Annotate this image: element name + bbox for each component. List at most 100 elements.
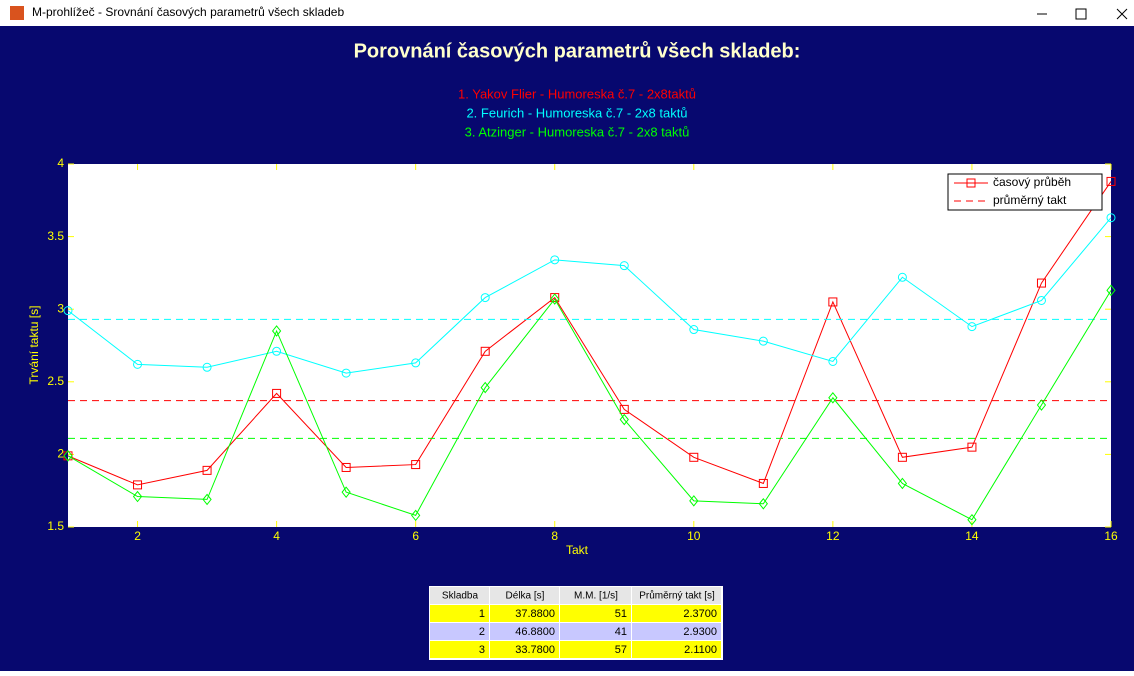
header-cell xyxy=(632,587,721,604)
table-cell xyxy=(430,641,489,658)
marker xyxy=(411,460,421,470)
marker xyxy=(202,362,212,372)
marker xyxy=(1106,213,1116,223)
y-axis-label: Trvání taktu [s] xyxy=(27,306,41,385)
table-cell xyxy=(490,641,559,658)
marker xyxy=(341,462,351,472)
x-tick-label: 10 xyxy=(687,529,701,543)
marker xyxy=(202,493,212,506)
marker xyxy=(341,368,351,378)
marker xyxy=(341,486,351,498)
cell-text: 46.8800 xyxy=(515,626,555,638)
marker xyxy=(132,490,143,503)
cell-text: 51 xyxy=(615,608,627,620)
y-tick-label: 3 xyxy=(57,301,64,315)
x-tick-label: 12 xyxy=(826,529,840,543)
app-icon xyxy=(10,6,24,20)
marker xyxy=(133,359,143,369)
marker xyxy=(689,325,699,335)
chart: 1.5 2 2.5 3 3.5 4 2 4 6 8 10 12 14 16 časový průběh prů… xyxy=(47,156,1118,543)
cell-text: 57 xyxy=(615,644,627,656)
table-cell xyxy=(632,605,721,622)
x-tick-label: 8 xyxy=(551,529,558,543)
marker xyxy=(272,388,282,398)
y-tick-label: 1.5 xyxy=(47,519,64,533)
table-cell xyxy=(490,605,559,622)
table-cell xyxy=(560,641,631,658)
series-name: 1. Yakov Flier - Humoreska č.7 - 2x8takt… xyxy=(458,86,696,101)
series-line xyxy=(67,217,1112,374)
column-header: Průměrný takt [s] xyxy=(639,590,715,602)
table-cell xyxy=(430,605,489,622)
x-tick-label: 4 xyxy=(273,529,280,543)
marker xyxy=(272,346,282,356)
column-header: M.M. [1/s] xyxy=(574,591,618,602)
table-cell xyxy=(490,623,559,640)
marker xyxy=(411,509,421,522)
marker xyxy=(63,306,73,316)
x-tick-label: 14 xyxy=(965,529,979,543)
header-cell xyxy=(490,587,559,604)
table-cell xyxy=(560,605,631,622)
marker xyxy=(897,272,907,282)
marker xyxy=(480,293,490,303)
series-line xyxy=(67,181,1112,486)
marker xyxy=(133,480,143,490)
marker xyxy=(758,336,768,346)
y-tick-label: 2.5 xyxy=(47,374,64,388)
marker xyxy=(480,381,490,394)
marker xyxy=(828,356,838,366)
maximize-button[interactable] xyxy=(1075,8,1087,20)
marker xyxy=(689,495,699,507)
table-cell xyxy=(632,641,721,658)
cell-text: 2 xyxy=(479,626,485,638)
marker xyxy=(271,325,282,337)
marker xyxy=(619,404,629,414)
marker xyxy=(411,358,421,368)
marker xyxy=(966,178,976,188)
x-axis-label: Takt xyxy=(566,543,589,557)
cell-text: 2.9300 xyxy=(683,626,717,638)
marker xyxy=(828,391,838,404)
legend-box xyxy=(947,173,1103,211)
close-button[interactable] xyxy=(1116,8,1128,20)
cell-text: 33.7800 xyxy=(515,644,555,656)
marker xyxy=(550,293,560,305)
marker xyxy=(1036,295,1046,305)
cell-text: 41 xyxy=(615,626,627,638)
cell-text: 2.3700 xyxy=(683,608,717,620)
marker xyxy=(1036,399,1047,411)
title-bar xyxy=(0,0,1134,26)
marker xyxy=(1106,176,1116,186)
plot-area xyxy=(68,164,1111,527)
y-tick-label: 2 xyxy=(57,447,64,461)
header-cell xyxy=(430,587,489,604)
marker xyxy=(480,346,490,356)
marker xyxy=(758,478,768,488)
cell-text: 3 xyxy=(479,644,485,656)
marker xyxy=(550,255,560,265)
marker xyxy=(202,465,212,475)
table: Skladba Délka [s] M.M. [1/s] Průměrný takt … xyxy=(429,586,723,660)
legend-label: časový průběh xyxy=(993,175,1071,189)
marker xyxy=(967,442,977,452)
column-header: Délka [s] xyxy=(506,591,545,602)
column-header: Skladba xyxy=(442,591,479,602)
marker xyxy=(689,452,699,462)
table-cell xyxy=(430,623,489,640)
table-cell xyxy=(560,623,631,640)
series-name: 3. Atzinger - Humoreska č.7 - 2x8 taktů xyxy=(465,124,690,139)
marker xyxy=(758,497,768,510)
marker xyxy=(1036,278,1046,288)
window-title: M-prohlížeč - Srovnání časových parametr… xyxy=(32,5,344,19)
marker xyxy=(1106,284,1116,297)
marker xyxy=(619,413,629,426)
series-name: 2. Feurich - Humoreska č.7 - 2x8 taktů xyxy=(466,105,687,120)
marker xyxy=(897,452,907,462)
header-cell xyxy=(560,587,631,604)
chart-title: Porovnání časových parametrů všech sklad… xyxy=(354,40,801,62)
series-line xyxy=(67,290,1112,521)
x-tick-label: 16 xyxy=(1104,529,1118,543)
marker xyxy=(828,297,838,307)
